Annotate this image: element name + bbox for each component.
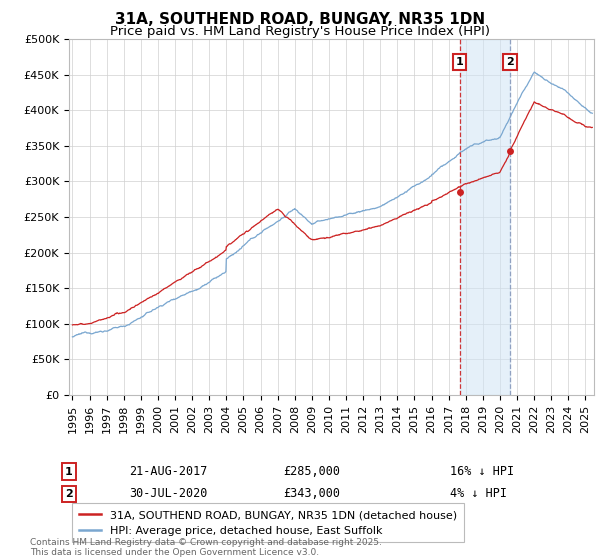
Text: 2: 2 [506, 57, 514, 67]
Text: 1: 1 [456, 57, 463, 67]
Text: 2: 2 [65, 489, 73, 499]
Text: Price paid vs. HM Land Registry's House Price Index (HPI): Price paid vs. HM Land Registry's House … [110, 25, 490, 38]
Legend: 31A, SOUTHEND ROAD, BUNGAY, NR35 1DN (detached house), HPI: Average price, detac: 31A, SOUTHEND ROAD, BUNGAY, NR35 1DN (de… [72, 503, 464, 543]
Text: 16% ↓ HPI: 16% ↓ HPI [450, 465, 514, 478]
Bar [460, 39, 510, 395]
Text: £285,000: £285,000 [284, 465, 341, 478]
Text: 21-AUG-2017: 21-AUG-2017 [129, 465, 208, 478]
Text: £343,000: £343,000 [284, 487, 341, 501]
Text: Contains HM Land Registry data © Crown copyright and database right 2025.
This d: Contains HM Land Registry data © Crown c… [30, 538, 382, 557]
Text: 31A, SOUTHEND ROAD, BUNGAY, NR35 1DN: 31A, SOUTHEND ROAD, BUNGAY, NR35 1DN [115, 12, 485, 27]
Text: 4% ↓ HPI: 4% ↓ HPI [450, 487, 507, 501]
Text: 30-JUL-2020: 30-JUL-2020 [129, 487, 208, 501]
Text: 1: 1 [65, 466, 73, 477]
